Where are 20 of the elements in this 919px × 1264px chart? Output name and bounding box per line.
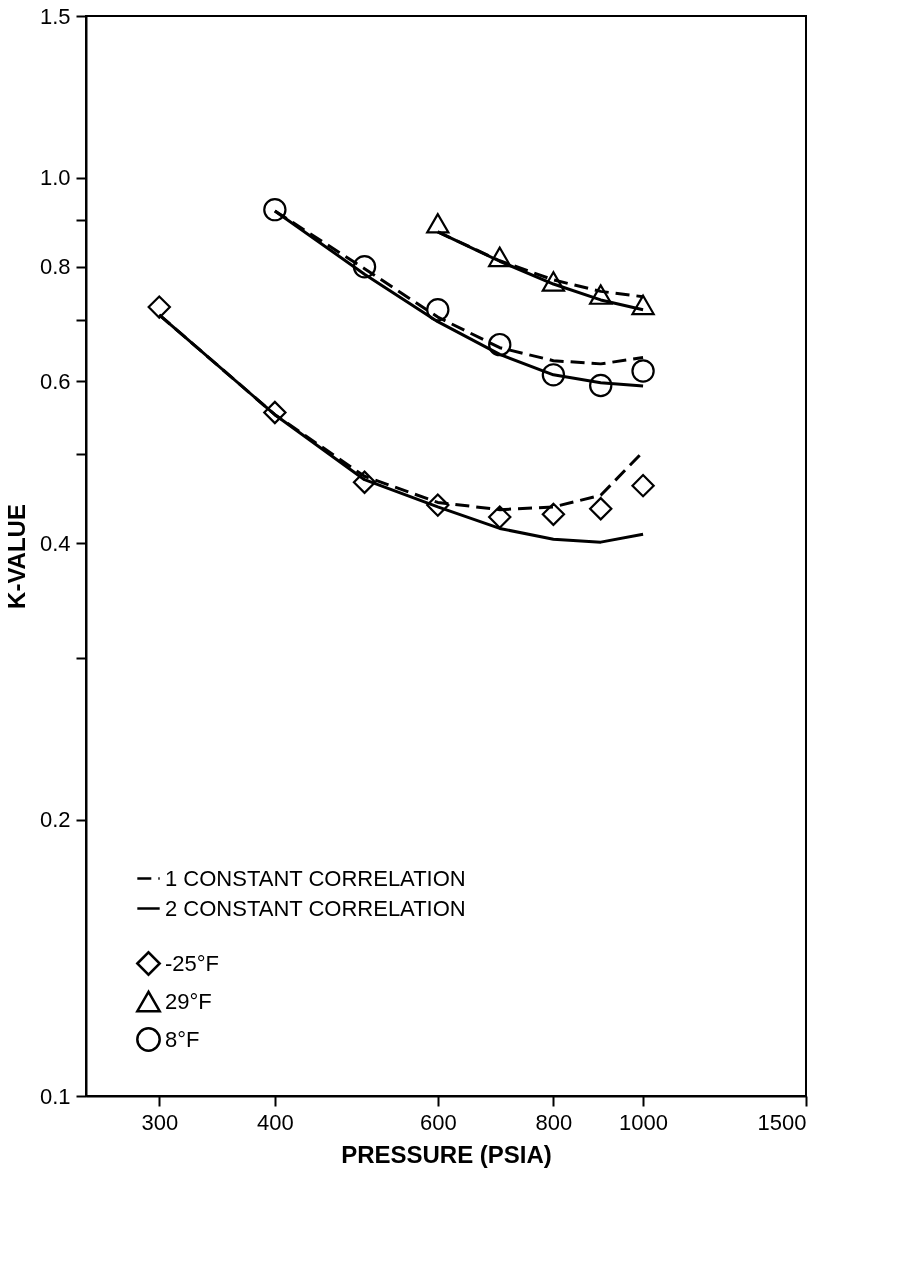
legend-label: 1 CONSTANT CORRELATION [165, 865, 466, 891]
x-tick-label: 1500 [757, 1109, 807, 1135]
x-tick-label: 400 [257, 1109, 294, 1135]
x-tick-label: 1000 [619, 1109, 669, 1135]
x-tick-label: 800 [535, 1109, 573, 1135]
y-tick-label: 0.4 [39, 530, 71, 556]
y-tick-label: 1.5 [39, 3, 71, 29]
y-tick-label: 1.0 [39, 165, 71, 191]
y-tick-label: 0.1 [39, 1083, 71, 1109]
x-axis-title: PRESSURE (PSIA) [341, 1140, 552, 1168]
legend-label: -25°F [165, 950, 220, 976]
legend-label: 29°F [165, 988, 212, 1014]
y-tick-label: 0.8 [39, 254, 71, 280]
legend-label: 8°F [165, 1026, 200, 1052]
x-tick-label: 600 [419, 1109, 457, 1135]
y-axis-title: K-VALUE [2, 504, 30, 609]
x-tick-label: 300 [141, 1109, 179, 1135]
legend-label: 2 CONSTANT CORRELATION [165, 895, 466, 921]
y-tick-label: 0.2 [39, 807, 71, 833]
y-tick-label: 0.6 [39, 368, 71, 394]
